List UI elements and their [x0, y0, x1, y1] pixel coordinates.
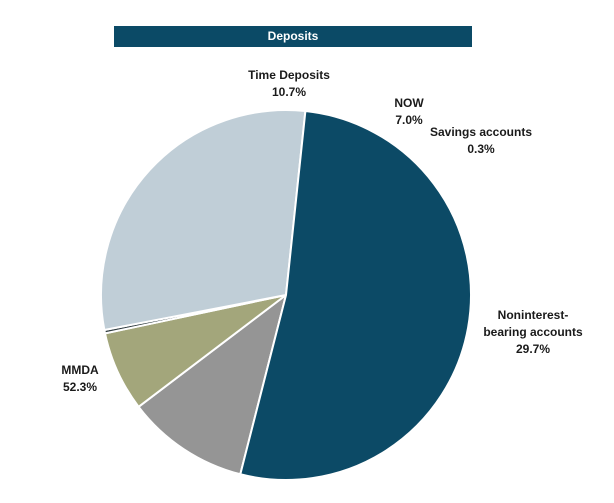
- pie-slice-noninterest-bearing-accounts: [100, 109, 307, 331]
- slice-label-line: Noninterest-: [498, 308, 569, 322]
- slice-label-line: bearing accounts: [483, 325, 583, 339]
- slice-label-line: 0.3%: [467, 142, 495, 156]
- slice-label-line: 29.7%: [516, 342, 550, 356]
- slice-label-now: NOW 7.0%: [394, 96, 424, 127]
- slice-label-line: Savings accounts: [430, 125, 532, 139]
- slice-label-line: 7.0%: [395, 113, 423, 127]
- slice-label-noninterest-bearing-accounts: Noninterest-bearing accounts 29.7%: [483, 308, 583, 356]
- slice-label-line: Time Deposits: [248, 68, 330, 82]
- slice-label-time-deposits: Time Deposits 10.7%: [248, 68, 330, 99]
- pie-slice-time-deposits: [137, 294, 287, 476]
- chart-title: Deposits: [114, 26, 472, 47]
- slice-label-line: MMDA: [61, 363, 99, 377]
- pie-slices: [100, 109, 472, 481]
- pie-labels: Time Deposits 10.7% NOW 7.0% Savings account…: [61, 68, 583, 394]
- slice-label-line: 52.3%: [63, 380, 97, 394]
- slice-label-line: NOW: [394, 96, 424, 110]
- slice-label-mmda: MMDA 52.3%: [61, 363, 99, 394]
- pie-slice-mmda: [239, 110, 472, 481]
- slice-label-line: 10.7%: [272, 85, 306, 99]
- slice-label-savings-accounts: Savings accounts 0.3%: [430, 125, 532, 156]
